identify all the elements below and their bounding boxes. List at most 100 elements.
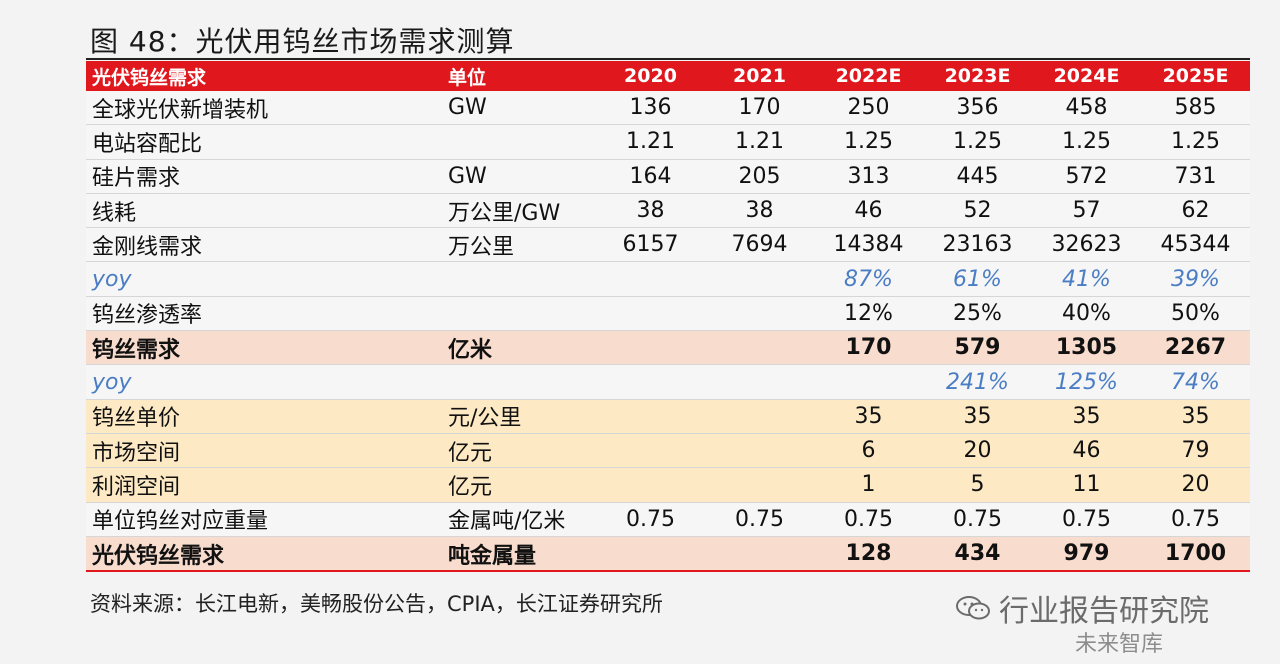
value-cell: 1.21 [705, 124, 814, 160]
header-cell: 2021 [705, 61, 814, 91]
value-cell: 1.25 [814, 124, 923, 160]
value-cell [705, 467, 814, 503]
value-cell: 1700 [1141, 536, 1250, 573]
value-cell: 0.75 [1032, 502, 1141, 537]
table-row: 钨丝渗透率 12% 25% 40% 50% [86, 296, 1250, 332]
unit-cell [442, 124, 596, 160]
value-cell: 20 [1141, 467, 1250, 503]
value-cell [814, 364, 923, 400]
row-label-cell: 利润空间 [86, 467, 442, 503]
row-label-cell: 光伏钨丝需求 [86, 536, 442, 573]
figure-title: 图 48：光伏用钨丝市场需求测算 [90, 25, 515, 58]
value-cell: 205 [705, 159, 814, 194]
watermark-text: 行业报告研究院 [999, 594, 1209, 629]
unit-cell [442, 261, 596, 297]
value-cell [596, 296, 705, 332]
value-cell: 61% [923, 261, 1032, 297]
unit-cell: 金属吨/亿米 [442, 502, 596, 537]
value-cell: 7694 [705, 227, 814, 263]
row-label-cell: 市场空间 [86, 433, 442, 469]
row-label-cell: 单位钨丝对应重量 [86, 502, 442, 537]
value-cell: 356 [923, 91, 1032, 126]
value-cell: 164 [596, 159, 705, 194]
row-label-cell: 电站容配比 [86, 124, 442, 160]
value-cell: 572 [1032, 159, 1141, 194]
unit-cell: 万公里/GW [442, 193, 596, 229]
row-label-cell: 钨丝单价 [86, 399, 442, 434]
value-cell [596, 330, 705, 366]
value-cell [596, 536, 705, 573]
row-label-cell: yoy [86, 364, 442, 400]
row-label-cell: 线耗 [86, 193, 442, 229]
value-cell [705, 536, 814, 573]
value-cell: 170 [705, 91, 814, 126]
value-cell [596, 261, 705, 297]
table-row: yoy 87% 61% 41% 39% [86, 261, 1250, 297]
value-cell: 35 [923, 399, 1032, 434]
value-cell: 35 [1032, 399, 1141, 434]
value-cell: 25% [923, 296, 1032, 332]
value-cell: 0.75 [923, 502, 1032, 537]
value-cell [596, 399, 705, 434]
value-cell: 0.75 [705, 502, 814, 537]
value-cell: 62 [1141, 193, 1250, 229]
value-cell: 35 [1141, 399, 1250, 434]
value-cell: 40% [1032, 296, 1141, 332]
value-cell: 1.21 [596, 124, 705, 160]
value-cell: 170 [814, 330, 923, 366]
value-cell: 5 [923, 467, 1032, 503]
value-cell: 1.25 [923, 124, 1032, 160]
value-cell: 41% [1032, 261, 1141, 297]
value-cell: 79 [1141, 433, 1250, 469]
header-cell: 光伏钨丝需求 [86, 61, 442, 91]
unit-cell: 吨金属量 [442, 536, 596, 573]
value-cell [705, 330, 814, 366]
value-cell [596, 433, 705, 469]
header-cell: 单位 [442, 61, 596, 91]
row-label-cell: 金刚线需求 [86, 227, 442, 263]
unit-cell: GW [442, 159, 596, 194]
unit-cell [442, 364, 596, 400]
table-row: 单位钨丝对应重量 金属吨/亿米 0.75 0.75 0.75 0.75 0.75 0.75 [86, 502, 1250, 537]
value-cell [705, 261, 814, 297]
table-row: 市场空间 亿元 6 20 46 79 [86, 433, 1250, 469]
value-cell: 579 [923, 330, 1032, 366]
source-note: 资料来源：长江电新，美畅股份公告，CPIA，长江证券研究所 [90, 592, 663, 616]
value-cell: 14384 [814, 227, 923, 263]
value-cell: 6157 [596, 227, 705, 263]
tungsten-demand-table: 光伏钨丝需求 单位 2020 2021 2022E 2023E 2024E 20… [86, 61, 1250, 573]
value-cell: 0.75 [596, 502, 705, 537]
value-cell: 125% [1032, 364, 1141, 400]
title-divider [86, 58, 1250, 60]
table-row: 钨丝单价 元/公里 35 35 35 35 [86, 399, 1250, 434]
value-cell: 52 [923, 193, 1032, 229]
value-cell [705, 364, 814, 400]
value-cell [705, 433, 814, 469]
table-row: 硅片需求 GW 164 205 313 445 572 731 [86, 159, 1250, 194]
row-label-cell: 钨丝渗透率 [86, 296, 442, 332]
watermark-subtext: 未来智库 [1075, 632, 1164, 657]
table-header-row: 光伏钨丝需求 单位 2020 2021 2022E 2023E 2024E 20… [86, 61, 1250, 91]
value-cell [596, 467, 705, 503]
value-cell: 0.75 [1141, 502, 1250, 537]
value-cell: 12% [814, 296, 923, 332]
value-cell: 20 [923, 433, 1032, 469]
row-label-cell: yoy [86, 261, 442, 297]
table-row: 钨丝需求 亿米 170 579 1305 2267 [86, 330, 1250, 366]
unit-cell: 亿米 [442, 330, 596, 366]
table-row: 线耗 万公里/GW 38 38 46 52 57 62 [86, 193, 1250, 229]
value-cell: 50% [1141, 296, 1250, 332]
value-cell: 45344 [1141, 227, 1250, 263]
value-cell: 87% [814, 261, 923, 297]
value-cell: 39% [1141, 261, 1250, 297]
row-label-cell: 硅片需求 [86, 159, 442, 194]
value-cell: 46 [814, 193, 923, 229]
value-cell: 1.25 [1032, 124, 1141, 160]
value-cell: 979 [1032, 536, 1141, 573]
value-cell: 57 [1032, 193, 1141, 229]
value-cell: 241% [923, 364, 1032, 400]
value-cell [596, 364, 705, 400]
value-cell: 313 [814, 159, 923, 194]
value-cell: 11 [1032, 467, 1141, 503]
value-cell: 2267 [1141, 330, 1250, 366]
